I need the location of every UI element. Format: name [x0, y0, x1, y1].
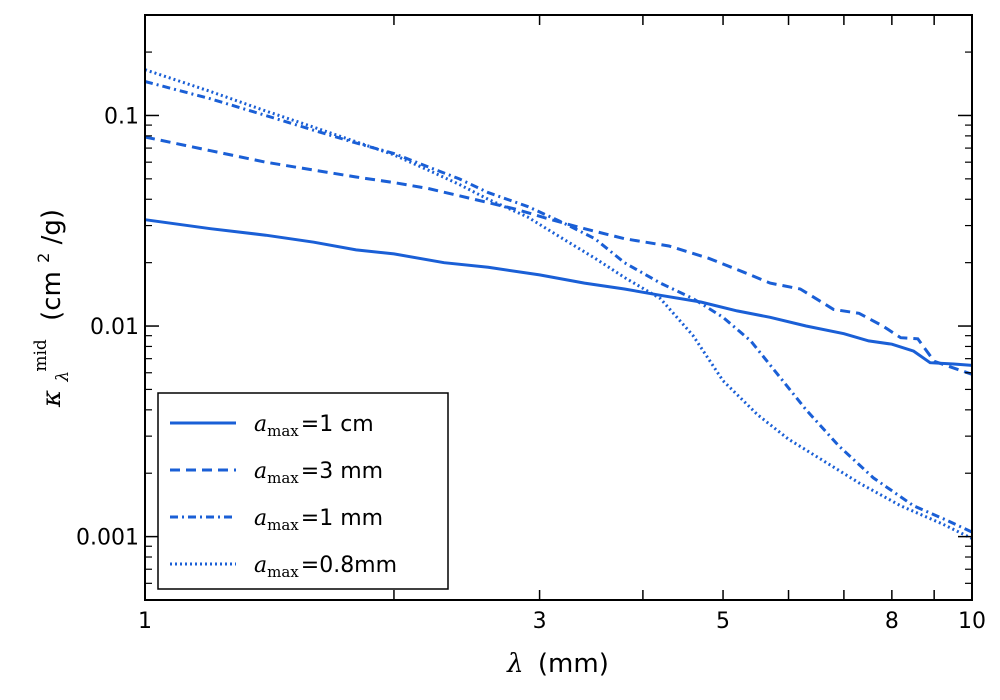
- x-tick-label: 5: [716, 609, 730, 634]
- y-tick-label: 0.1: [104, 104, 139, 129]
- plot-frame: [144, 14, 973, 601]
- legend-label-2: amax=3 mm: [254, 459, 383, 487]
- svg-text:κ λ mid (cm: κ λ mid (cm 2 /g): [23, 209, 75, 408]
- legend-label-3: amax=1 mm: [254, 506, 383, 534]
- y-axis-symbol: κ: [37, 390, 67, 408]
- legend-label-1: amax=1 cm: [254, 412, 374, 440]
- y-axis-unit-post: /g): [37, 209, 67, 244]
- y-tick-label: 0.001: [76, 526, 139, 551]
- series-line-2: [144, 135, 973, 376]
- x-tick-label: 8: [885, 609, 899, 634]
- y-tick-label: 0.01: [90, 315, 139, 340]
- x-axis-unit: (mm): [538, 649, 609, 679]
- x-axis-symbol: λ: [506, 649, 523, 679]
- y-axis-subscript: λ: [53, 371, 73, 383]
- x-axis-label: λ (mm): [506, 649, 609, 679]
- legend: amax=1 cm amax=3 mm amax=1 mm amax=0.8mm: [157, 392, 449, 590]
- series-layer: [144, 68, 973, 540]
- y-axis-unit-sup: 2: [34, 253, 53, 263]
- x-tick-label: 10: [958, 609, 986, 634]
- x-tick-label: 1: [138, 609, 152, 634]
- x-tick-label: 3: [533, 609, 547, 634]
- ticks-layer: 1 3 5 8 10 0.001 0.01 0.1: [76, 15, 986, 634]
- legend-label-4: amax=0.8mm: [254, 553, 397, 581]
- y-axis-label: κ λ mid (cm 2 /g): [23, 209, 75, 408]
- series-line-1: [144, 218, 973, 367]
- legend-box: [157, 392, 449, 590]
- y-axis-superscript: mid: [31, 339, 51, 372]
- y-axis-unit-pre: (cm: [37, 271, 67, 321]
- legend-items: amax=1 cm amax=3 mm amax=1 mm amax=0.8mm: [170, 412, 397, 581]
